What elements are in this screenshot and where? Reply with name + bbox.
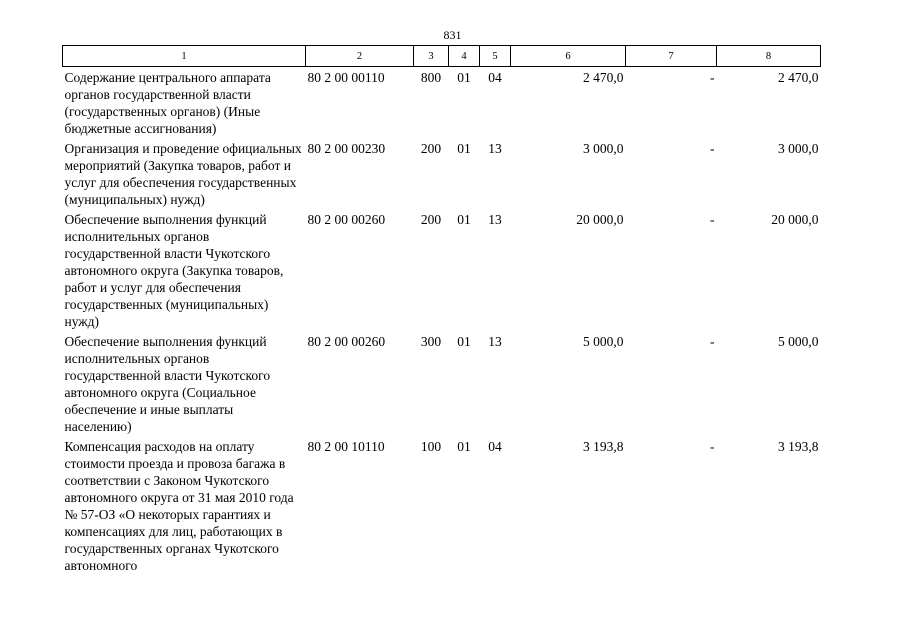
table-row: Компенсация расходов на оплату стоимости… <box>63 436 821 575</box>
header-cell-4: 4 <box>448 45 480 67</box>
table-row: Обеспечение выполнения функций исполните… <box>63 209 821 331</box>
amount-total: 20 000,0 <box>576 212 624 227</box>
page-number: 831 <box>443 28 462 42</box>
subsection-code: 13 <box>488 141 502 156</box>
target-code: 80 2 00 10110 <box>307 439 385 454</box>
budget-table: 1 2 3 4 5 6 7 8 Содержание центрального … <box>62 45 821 575</box>
header-cell-1: 1 <box>62 45 306 67</box>
amount-total: 3 193,8 <box>583 439 624 454</box>
header-cell-6: 6 <box>510 45 626 67</box>
expense-name: Обеспечение выполнения функций исполните… <box>64 212 284 329</box>
amount-total: 3 000,0 <box>583 141 624 156</box>
table-row: Содержание центрального аппарата органов… <box>63 67 821 139</box>
amount-dash: - <box>710 70 715 85</box>
header-cell-8: 8 <box>716 45 821 67</box>
expense-type: 800 <box>420 70 442 85</box>
amount-total: 2 470,0 <box>583 70 624 85</box>
header-row: 1 2 3 4 5 6 7 8 <box>62 45 821 67</box>
table-body: Содержание центрального аппарата органов… <box>63 67 821 576</box>
amount-final: 5 000,0 <box>778 334 819 349</box>
amount-final: 3 000,0 <box>778 141 819 156</box>
target-code: 80 2 00 00230 <box>307 141 386 156</box>
expense-name: Обеспечение выполнения функций исполните… <box>64 334 271 434</box>
section-code: 01 <box>457 212 471 227</box>
target-code: 80 2 00 00110 <box>307 70 385 85</box>
amount-final: 20 000,0 <box>771 212 819 227</box>
amount-dash: - <box>710 212 715 227</box>
header-cell-2: 2 <box>305 45 414 67</box>
table-row: Обеспечение выполнения функций исполните… <box>63 331 821 436</box>
section-code: 01 <box>457 439 471 454</box>
amount-total: 5 000,0 <box>583 334 624 349</box>
expense-type: 200 <box>420 141 442 156</box>
subsection-code: 13 <box>488 334 502 349</box>
subsection-code: 04 <box>488 70 502 85</box>
section-code: 01 <box>457 334 471 349</box>
header-cell-5: 5 <box>479 45 511 67</box>
amount-final: 3 193,8 <box>778 439 819 454</box>
amount-dash: - <box>710 439 715 454</box>
target-code: 80 2 00 00260 <box>307 212 386 227</box>
amount-dash: - <box>710 334 715 349</box>
header-cell-7: 7 <box>625 45 717 67</box>
expense-type: 300 <box>420 334 442 349</box>
header-cell-3: 3 <box>413 45 449 67</box>
expense-name: Содержание центрального аппарата органов… <box>64 70 271 136</box>
subsection-code: 04 <box>488 439 502 454</box>
table-row: Организация и проведение официальных мер… <box>63 138 821 209</box>
subsection-code: 13 <box>488 212 502 227</box>
amount-final: 2 470,0 <box>778 70 819 85</box>
expense-name: Организация и проведение официальных мер… <box>64 141 302 207</box>
expense-type: 100 <box>420 439 442 454</box>
section-code: 01 <box>457 141 471 156</box>
expense-name: Компенсация расходов на оплату стоимости… <box>64 439 294 573</box>
target-code: 80 2 00 00260 <box>307 334 386 349</box>
table-header: 1 2 3 4 5 6 7 8 <box>62 45 821 67</box>
section-code: 01 <box>457 70 471 85</box>
amount-dash: - <box>710 141 715 156</box>
expense-type: 200 <box>420 212 442 227</box>
